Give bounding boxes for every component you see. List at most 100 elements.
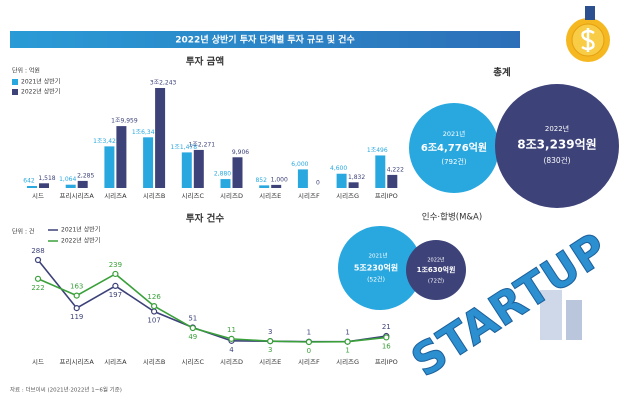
point <box>34 256 42 264</box>
value-label: 0 <box>307 347 311 355</box>
legend-label: 2021년 상반기 <box>61 226 100 234</box>
value-label: 1 <box>345 329 349 337</box>
building <box>566 300 582 340</box>
x-tick-label: 시리즈A <box>104 357 127 366</box>
bar <box>193 149 204 188</box>
value-label: 1,832 <box>348 174 365 181</box>
point <box>305 338 312 346</box>
point <box>189 324 196 332</box>
amount: 6조4,776억원 <box>421 141 487 154</box>
value-label: 3조2,243 <box>150 80 177 87</box>
bar <box>27 186 37 188</box>
x-tick-label: 시드 <box>32 192 44 200</box>
value-label: 16 <box>382 342 391 350</box>
year: 2022년 <box>545 124 569 133</box>
value-label: 119 <box>70 313 83 321</box>
value-label: 9,906 <box>232 149 249 156</box>
value-label: 51 <box>188 314 197 322</box>
value-label: 107 <box>147 317 160 325</box>
unit: 단위 : 건 <box>12 228 34 236</box>
x-tick-label: 시리즈D <box>220 191 243 200</box>
count: (792건) <box>441 157 467 166</box>
point <box>228 335 235 342</box>
x-tick-label: 프리IPO <box>375 191 398 200</box>
total-circle <box>409 103 499 193</box>
x-tick-label: 시리즈E <box>259 357 281 366</box>
x-tick-label: 시리즈F <box>298 357 320 366</box>
bar <box>259 185 270 188</box>
chart-title: 투자 금액 <box>186 56 224 68</box>
point <box>73 305 80 312</box>
bar <box>77 180 88 188</box>
x-tick-label: 시리즈F <box>298 191 320 200</box>
bar <box>39 183 49 188</box>
bar <box>348 182 359 188</box>
point <box>73 292 80 299</box>
value-label: 642 <box>23 178 35 185</box>
point <box>151 308 158 315</box>
value-label: 1,518 <box>38 175 55 182</box>
value-label: 4,222 <box>387 166 404 173</box>
bar <box>220 179 231 188</box>
x-tick-label: 시리즈G <box>336 357 359 366</box>
value-label: 6,000 <box>291 161 308 168</box>
value-label: 222 <box>31 284 44 292</box>
value-label: 852 <box>255 177 267 184</box>
value-label: 3 <box>268 328 272 336</box>
year: 2021년 <box>368 252 387 260</box>
x-tick-label: 프리시리즈A <box>60 191 95 200</box>
total-circle <box>495 84 619 208</box>
x-tick-label: 시리즈B <box>143 191 165 200</box>
legend-label: 2022년 상반기 <box>61 237 100 245</box>
unit: 단위 : 억원 <box>12 67 40 75</box>
value-label: 1조1,478 <box>171 144 198 151</box>
bar <box>271 184 282 188</box>
value-label: 49 <box>188 333 197 341</box>
x-tick-label: 시리즈C <box>182 357 205 366</box>
legend-swatch <box>12 89 18 95</box>
line <box>37 259 387 343</box>
amount: 1조630억원 <box>417 265 456 274</box>
value-label: 1,000 <box>271 176 288 183</box>
value-label: 288 <box>31 247 44 255</box>
value-label: 126 <box>147 293 161 301</box>
x-tick-label: 시리즈A <box>104 191 127 200</box>
ma-circle <box>338 226 422 310</box>
value-label: 0 <box>316 180 320 187</box>
value-label: 3 <box>268 346 272 354</box>
point <box>112 270 119 278</box>
bar <box>181 152 192 188</box>
value-label: 1조6,341 <box>132 129 159 136</box>
x-tick-label: 시리즈B <box>143 357 165 366</box>
building <box>540 290 562 340</box>
source: 자료 : 더브이씨 (2021년·2022년 1~6월 기준) <box>10 386 122 394</box>
count: (52건) <box>367 276 385 284</box>
x-tick-label: 시리즈D <box>220 357 243 366</box>
point <box>151 303 158 310</box>
bar <box>375 155 386 188</box>
totals-title: 총계 <box>493 67 510 79</box>
count: (830건) <box>543 155 570 165</box>
point <box>34 275 42 282</box>
chart-title: 투자 건수 <box>186 213 225 225</box>
value-label: 21 <box>382 323 391 331</box>
point <box>112 282 119 290</box>
value-label: 1조2,271 <box>189 141 216 148</box>
year: 2022년 <box>427 257 445 264</box>
ma-title: 인수·합병(M&A) <box>422 212 482 223</box>
point <box>344 338 351 345</box>
value-label: 1 <box>345 347 349 355</box>
value-label: 1 <box>307 329 311 337</box>
coin-symbol <box>581 28 595 52</box>
ma-circle <box>406 240 466 300</box>
value-label: 197 <box>109 291 122 299</box>
bar <box>232 157 243 188</box>
bar <box>155 88 166 188</box>
banner-title: 2022년 상반기 투자 단계별 투자 규모 및 건수 <box>175 34 354 46</box>
bar <box>297 169 308 188</box>
year: 2021년 <box>443 129 466 138</box>
legend-label: 2022년 상반기 <box>21 88 60 96</box>
bar <box>143 137 154 188</box>
bar <box>116 126 127 188</box>
